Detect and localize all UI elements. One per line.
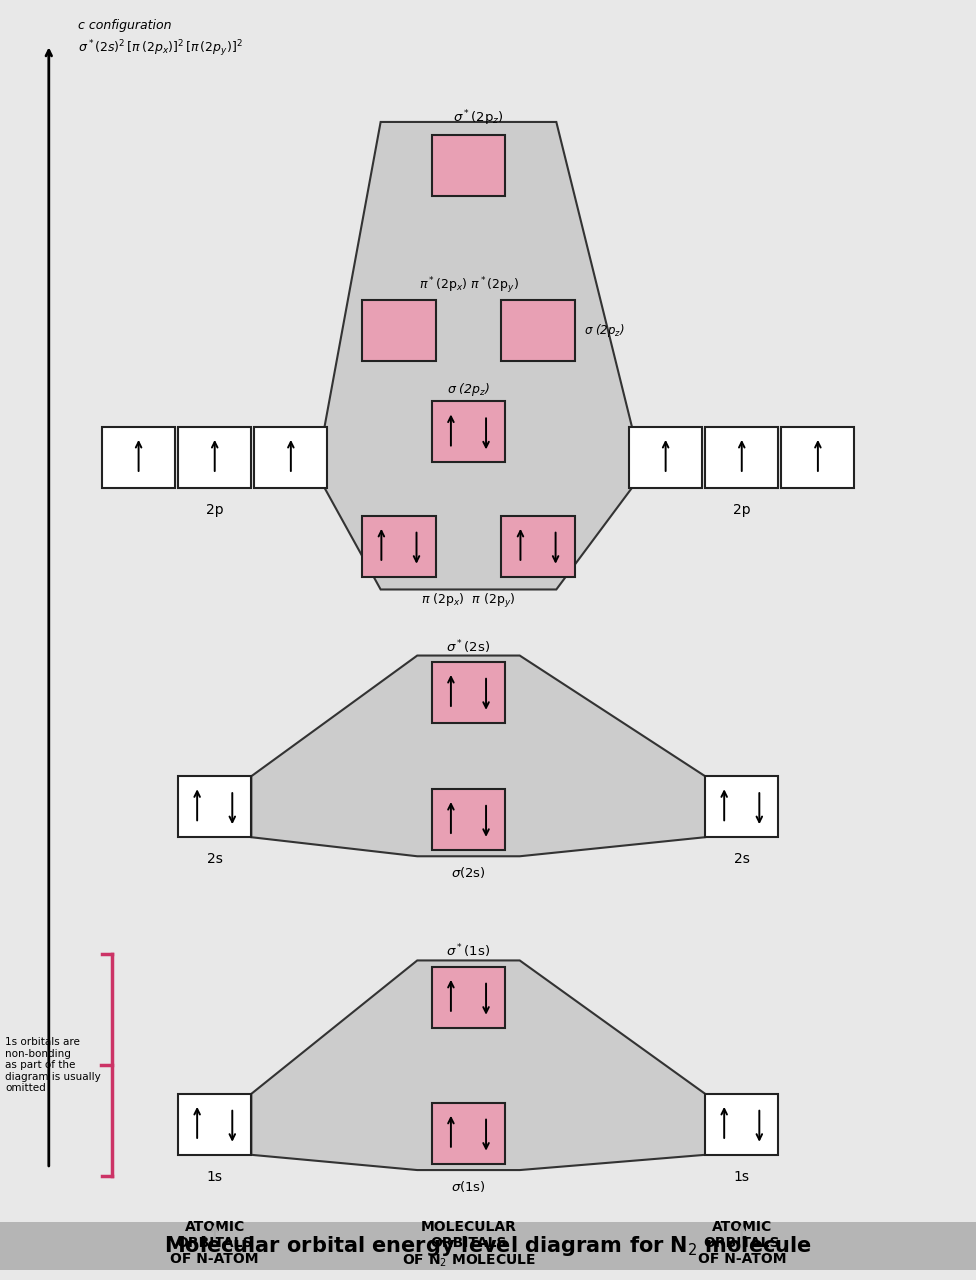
Bar xyxy=(431,402,506,462)
Bar xyxy=(431,966,506,1028)
Bar xyxy=(179,776,252,837)
Text: $\sigma^*$(1s): $\sigma^*$(1s) xyxy=(446,943,491,960)
Bar xyxy=(706,1094,779,1155)
Text: c configuration: c configuration xyxy=(78,19,172,32)
Text: 2s: 2s xyxy=(207,852,223,867)
Text: $\sigma^*(2s)^2\,[\pi\,(2p_x)]^2\,[\pi\,(2p_y)]^2$: $\sigma^*(2s)^2\,[\pi\,(2p_x)]^2\,[\pi\,… xyxy=(78,38,243,59)
Polygon shape xyxy=(252,655,706,856)
Text: $\pi$ (2p$_x$)  $\pi$ (2p$_y$): $\pi$ (2p$_x$) $\pi$ (2p$_y$) xyxy=(422,593,515,611)
Text: 2p: 2p xyxy=(733,503,751,517)
Text: $\sigma^*$(2s): $\sigma^*$(2s) xyxy=(446,637,491,655)
Text: $\pi^*$(2p$_x$) $\pi^*$(2p$_y$): $\pi^*$(2p$_x$) $\pi^*$(2p$_y$) xyxy=(419,275,518,296)
Bar xyxy=(502,300,575,361)
Text: Molecular orbital energy level diagram for N$_2$ molecule: Molecular orbital energy level diagram f… xyxy=(164,1234,812,1258)
Bar xyxy=(630,426,703,488)
Text: MOLECULAR
ORBITALS
OF N$_2$ MOLECULE: MOLECULAR ORBITALS OF N$_2$ MOLECULE xyxy=(401,1220,536,1268)
Text: $\sigma$ (2p$_z$): $\sigma$ (2p$_z$) xyxy=(585,321,626,339)
Bar xyxy=(502,516,575,577)
Text: $\sigma$(1s): $\sigma$(1s) xyxy=(451,1179,486,1194)
Bar xyxy=(431,788,506,850)
Text: ATOMIC
ORBITALS
OF N-ATOM: ATOMIC ORBITALS OF N-ATOM xyxy=(698,1220,786,1266)
Text: 1s: 1s xyxy=(734,1170,750,1184)
Polygon shape xyxy=(252,960,706,1170)
Bar xyxy=(362,516,435,577)
Text: ATOMIC
ORBITALS
OF N-ATOM: ATOMIC ORBITALS OF N-ATOM xyxy=(171,1220,259,1266)
Text: 2s: 2s xyxy=(734,852,750,867)
Text: 1s orbitals are
non-bonding
as part of the
diagram is usually
omitted: 1s orbitals are non-bonding as part of t… xyxy=(5,1037,101,1093)
Text: $\sigma$ (2p$_z$): $\sigma$ (2p$_z$) xyxy=(447,380,490,398)
Bar xyxy=(102,426,176,488)
Bar xyxy=(706,426,779,488)
Bar xyxy=(706,776,779,837)
Bar xyxy=(254,426,328,488)
Bar xyxy=(0,1222,976,1271)
Bar xyxy=(179,1094,252,1155)
Text: $\sigma$(2s): $\sigma$(2s) xyxy=(451,865,486,881)
Bar xyxy=(431,134,506,196)
Bar xyxy=(362,300,435,361)
Text: 1s: 1s xyxy=(207,1170,223,1184)
Polygon shape xyxy=(325,122,632,590)
Text: $\sigma^*$(2p$_z$): $\sigma^*$(2p$_z$) xyxy=(453,109,504,128)
Bar xyxy=(431,662,506,723)
Bar xyxy=(782,426,855,488)
Text: 2p: 2p xyxy=(206,503,224,517)
Bar xyxy=(179,426,252,488)
Bar xyxy=(431,1103,506,1164)
